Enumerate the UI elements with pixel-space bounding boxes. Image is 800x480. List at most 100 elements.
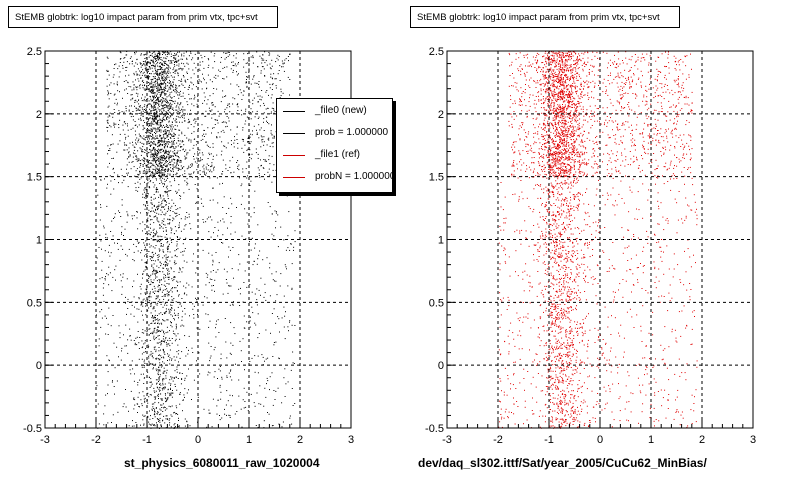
scatter-point [107, 153, 109, 155]
scatter-point [175, 314, 177, 316]
scatter-point [151, 59, 153, 61]
scatter-point [220, 220, 221, 222]
scatter-point [151, 138, 153, 140]
scatter-point [122, 124, 124, 126]
scatter-point [283, 239, 285, 241]
scatter-point [163, 387, 165, 388]
scatter-point [121, 175, 123, 177]
scatter-point [205, 174, 207, 176]
scatter-point [226, 271, 228, 273]
scatter-point [137, 228, 139, 230]
scatter-point [167, 331, 169, 333]
scatter-point [141, 366, 143, 368]
scatter-point [170, 392, 172, 394]
scatter-point [241, 138, 243, 140]
scatter-point [145, 111, 147, 113]
scatter-point [123, 142, 125, 144]
scatter-point [178, 420, 179, 421]
scatter-point [551, 416, 553, 418]
scatter-point [151, 219, 153, 221]
scatter-point [203, 133, 205, 135]
scatter-point [164, 383, 166, 385]
scatter-point [170, 314, 172, 316]
scatter-point [131, 425, 133, 427]
scatter-point [184, 134, 186, 136]
scatter-point [145, 303, 147, 304]
scatter-point [170, 137, 172, 139]
scatter-point [140, 111, 142, 113]
scatter-point [119, 259, 121, 261]
scatter-point [177, 285, 178, 287]
scatter-point [153, 114, 155, 116]
scatter-point [166, 185, 168, 187]
scatter-point [161, 340, 163, 341]
scatter-point [549, 340, 551, 342]
scatter-point [157, 74, 159, 76]
scatter-point [269, 295, 271, 297]
scatter-point [151, 123, 153, 125]
scatter-point [194, 113, 196, 115]
scatter-point [564, 180, 566, 181]
scatter-point [161, 102, 163, 104]
scatter-point [220, 398, 222, 400]
scatter-point [157, 300, 159, 302]
scatter-point [155, 245, 157, 246]
scatter-point [145, 66, 147, 68]
scatter-point [141, 302, 143, 304]
scatter-point [159, 140, 161, 142]
scatter-point [143, 135, 145, 137]
scatter-point [167, 343, 169, 345]
scatter-point [269, 163, 271, 165]
scatter-point [232, 344, 234, 346]
scatter-point [155, 171, 157, 173]
scatter-point [155, 130, 157, 132]
scatter-point [146, 72, 148, 74]
scatter-point [254, 190, 256, 192]
scatter-point [275, 341, 277, 343]
scatter-point [108, 93, 110, 95]
scatter-point [175, 152, 177, 154]
scatter-point [109, 360, 110, 362]
scatter-point [252, 103, 254, 105]
scatter-point [162, 72, 164, 74]
scatter-point [213, 349, 215, 351]
scatter-point [174, 165, 176, 167]
scatter-point [107, 130, 108, 132]
scatter-point [580, 386, 582, 388]
scatter-point [178, 189, 180, 191]
scatter-point [168, 190, 170, 192]
scatter-point [176, 366, 178, 368]
scatter-point [249, 149, 251, 151]
scatter-point [160, 195, 161, 197]
scatter-point [685, 197, 687, 199]
scatter-point [153, 235, 155, 236]
scatter-point [150, 105, 152, 107]
scatter-point [160, 89, 162, 91]
scatter-point [156, 172, 158, 174]
scatter-point [166, 369, 168, 371]
scatter-point [561, 412, 563, 414]
scatter-point [210, 153, 212, 155]
scatter-point [137, 86, 139, 88]
scatter-point [186, 375, 188, 377]
scatter-point [165, 204, 167, 205]
scatter-point [135, 158, 137, 160]
scatter-point [152, 282, 153, 284]
scatter-point [547, 248, 549, 250]
scatter-point [162, 130, 164, 132]
scatter-point [166, 99, 168, 101]
scatter-point [171, 241, 173, 243]
scatter-point [568, 318, 570, 320]
scatter-point [188, 68, 190, 70]
scatter-point [154, 85, 156, 87]
scatter-point [112, 414, 114, 416]
scatter-point [148, 162, 150, 164]
scatter-point [661, 295, 663, 297]
scatter-point [143, 54, 145, 56]
scatter-point [631, 316, 633, 318]
scatter-point [263, 130, 265, 131]
scatter-point [560, 182, 562, 184]
scatter-point [170, 394, 172, 396]
scatter-point [171, 140, 173, 142]
scatter-point [179, 372, 181, 374]
